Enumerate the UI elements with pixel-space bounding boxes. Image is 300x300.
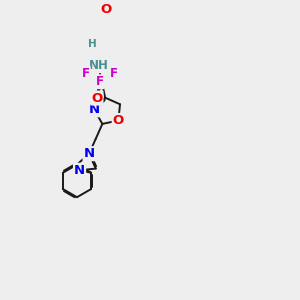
Text: NH: NH — [88, 59, 108, 72]
Text: F: F — [82, 67, 90, 80]
Text: H: H — [88, 39, 97, 49]
Text: N: N — [84, 147, 95, 160]
Text: O: O — [91, 92, 103, 104]
Text: O: O — [100, 3, 112, 16]
Text: F: F — [110, 67, 118, 80]
Text: F: F — [96, 75, 104, 88]
Text: N: N — [74, 164, 85, 177]
Text: O: O — [113, 114, 124, 127]
Text: N: N — [89, 103, 100, 116]
